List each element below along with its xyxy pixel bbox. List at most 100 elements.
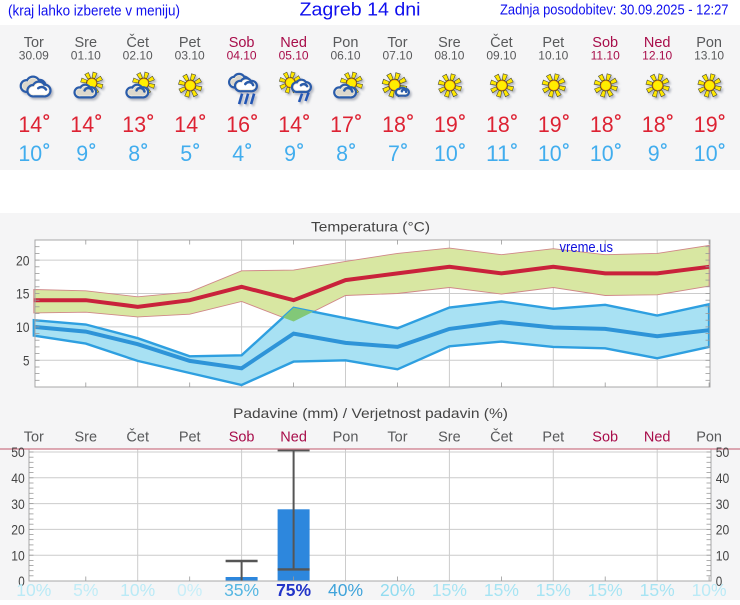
svg-text:14: 14 [18,112,42,137]
svg-text:10: 10 [590,141,614,166]
svg-text:Temperatura (°C): Temperatura (°C) [311,220,430,235]
svg-text:35%: 35% [224,580,259,600]
svg-text:0%: 0% [177,580,202,600]
svg-text:0: 0 [716,573,723,589]
svg-text:40: 40 [716,470,730,486]
svg-text:Pon: Pon [333,35,359,51]
svg-text:11.10: 11.10 [591,49,620,63]
svg-text:9: 9 [76,141,88,166]
svg-text:Padavine (mm) / Verjetnost pad: Padavine (mm) / Verjetnost padavin (%) [233,406,508,421]
svg-text:(kraj lahko izberete v meniju): (kraj lahko izberete v meniju) [8,4,180,20]
svg-text:Pon: Pon [696,430,722,446]
svg-text:16: 16 [226,112,250,137]
svg-text:Tor: Tor [24,35,44,51]
svg-text:40: 40 [11,470,25,486]
svg-text:Ned: Ned [644,35,671,51]
svg-text:7: 7 [388,141,400,166]
svg-text:15%: 15% [432,580,467,600]
svg-text:03.10: 03.10 [175,49,205,63]
svg-text:Sre: Sre [438,430,461,446]
svg-text:Zadnja posodobitev: 30.09.2025: Zadnja posodobitev: 30.09.2025 - 12:27 [500,3,729,19]
svg-text:Ned: Ned [644,430,671,446]
svg-text:17: 17 [330,112,354,137]
svg-text:10: 10 [716,547,730,563]
svg-text:Tor: Tor [387,430,407,446]
svg-text:10: 10 [18,141,42,166]
svg-text:01.10: 01.10 [71,49,101,63]
svg-text:30.09: 30.09 [19,49,49,63]
svg-text:0: 0 [18,573,25,589]
svg-text:11: 11 [486,141,510,166]
svg-text:Pon: Pon [696,35,722,51]
svg-text:vreme.us: vreme.us [560,240,614,256]
svg-text:Pon: Pon [333,430,359,446]
svg-text:9: 9 [648,141,660,166]
svg-text:Sob: Sob [592,430,618,446]
svg-text:9: 9 [284,141,296,166]
svg-text:15%: 15% [640,580,675,600]
svg-text:15%: 15% [484,580,519,600]
svg-text:Pet: Pet [542,430,564,446]
svg-text:Sob: Sob [229,35,255,51]
svg-text:14: 14 [174,112,198,137]
svg-text:13: 13 [122,112,146,137]
svg-text:40%: 40% [328,580,363,600]
svg-text:10: 10 [16,319,30,335]
svg-text:30: 30 [11,496,25,512]
svg-text:30: 30 [716,496,730,512]
svg-text:10%: 10% [692,580,727,600]
svg-text:Tor: Tor [24,430,44,446]
svg-text:10: 10 [694,141,718,166]
svg-text:10: 10 [11,547,25,563]
svg-text:Sre: Sre [438,35,461,51]
svg-text:4: 4 [232,141,244,166]
svg-text:18: 18 [486,112,510,137]
svg-text:20: 20 [11,522,25,538]
svg-text:Sob: Sob [229,430,255,446]
svg-text:Sre: Sre [75,35,98,51]
svg-text:Ned: Ned [280,35,307,51]
svg-text:75%: 75% [276,580,311,600]
svg-text:20%: 20% [380,580,415,600]
svg-text:05.10: 05.10 [279,49,309,63]
svg-text:18: 18 [382,112,406,137]
svg-text:14: 14 [70,112,94,137]
svg-text:10%: 10% [16,580,51,600]
svg-text:15%: 15% [536,580,571,600]
svg-text:Tor: Tor [387,35,407,51]
svg-text:19: 19 [434,112,458,137]
svg-text:20: 20 [716,522,730,538]
svg-text:19: 19 [538,112,562,137]
svg-text:10%: 10% [120,580,155,600]
svg-text:02.10: 02.10 [123,49,153,63]
svg-text:Pet: Pet [179,35,201,51]
svg-text:Zagreb 14 dni: Zagreb 14 dni [300,0,421,20]
svg-text:Sre: Sre [75,430,98,446]
svg-text:13.10: 13.10 [694,49,724,63]
svg-text:Čet: Čet [490,429,513,446]
svg-text:5%: 5% [73,580,98,600]
svg-text:14: 14 [278,112,302,137]
svg-text:04.10: 04.10 [227,49,257,63]
svg-text:10.10: 10.10 [538,49,568,63]
svg-text:10: 10 [538,141,562,166]
svg-text:15%: 15% [588,580,623,600]
svg-text:Čet: Čet [126,34,149,51]
svg-text:08.10: 08.10 [434,49,464,63]
svg-text:Čet: Čet [490,34,513,51]
svg-text:20: 20 [16,252,30,268]
svg-text:15: 15 [16,286,30,302]
svg-text:50: 50 [11,444,25,460]
svg-text:10: 10 [434,141,458,166]
svg-text:Sob: Sob [592,35,618,51]
svg-text:18: 18 [642,112,666,137]
svg-text:09.10: 09.10 [486,49,516,63]
svg-text:Čet: Čet [126,429,149,446]
svg-text:5: 5 [180,141,192,166]
svg-text:50: 50 [716,444,730,460]
svg-text:12.10: 12.10 [642,49,672,63]
svg-text:07.10: 07.10 [382,49,412,63]
svg-text:06.10: 06.10 [330,49,360,63]
svg-text:8: 8 [128,141,140,166]
svg-text:19: 19 [694,112,718,137]
